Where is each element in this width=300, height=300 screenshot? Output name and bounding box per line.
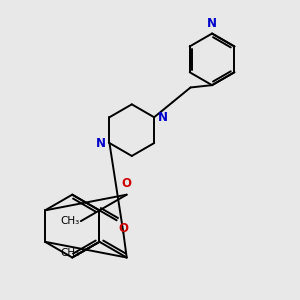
Text: N: N: [207, 16, 217, 30]
Text: O: O: [122, 177, 132, 190]
Text: O: O: [118, 222, 128, 235]
Text: CH₃: CH₃: [60, 216, 79, 226]
Text: N: N: [95, 136, 106, 150]
Text: N: N: [158, 111, 168, 124]
Text: CH₃: CH₃: [60, 248, 79, 258]
